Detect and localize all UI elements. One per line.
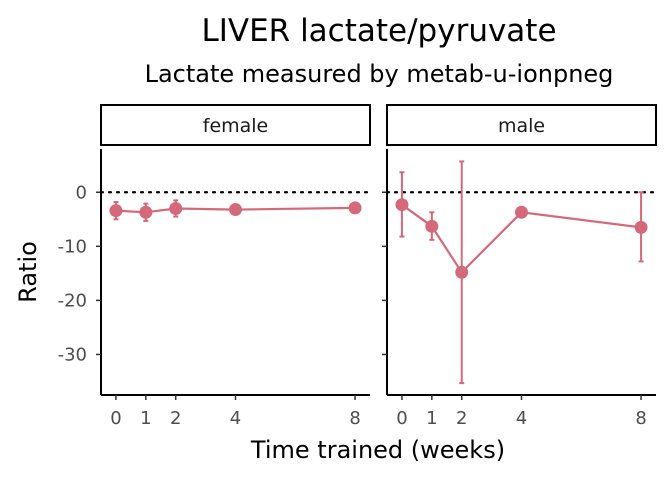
- x-tick-label-female: 8: [349, 408, 360, 429]
- x-tick-label-male: 2: [456, 408, 467, 429]
- data-point-male: [455, 265, 469, 279]
- x-tick-label-female: 0: [110, 408, 121, 429]
- x-tick-label-male: 1: [426, 408, 437, 429]
- data-point-male: [634, 220, 648, 234]
- data-point-female: [139, 205, 153, 219]
- data-point-male: [425, 219, 439, 233]
- y-tick-label: -20: [58, 290, 87, 311]
- x-tick-label-female: 2: [170, 408, 181, 429]
- x-tick-label-female: 4: [230, 408, 241, 429]
- x-tick-label-female: 1: [140, 408, 151, 429]
- x-tick-label-male: 4: [516, 408, 527, 429]
- panel-male: male 0 1 2 4 8: [382, 104, 658, 429]
- data-point-female: [229, 203, 242, 217]
- strip-label-male: male: [498, 115, 545, 137]
- data-point-female: [348, 201, 362, 215]
- y-tick-label: -10: [58, 236, 87, 257]
- x-tick-label-male: 0: [396, 408, 407, 429]
- strip-box-male: [386, 104, 657, 146]
- y-axis-title: Ratio: [14, 241, 42, 303]
- strip-label-female: female: [203, 115, 269, 137]
- data-point-female: [169, 201, 183, 215]
- chart-title: LIVER lactate/pyruvate: [201, 13, 556, 49]
- data-point-male: [395, 198, 409, 212]
- strip-box-female: [100, 104, 371, 146]
- data-point-female: [109, 204, 123, 218]
- chart-subtitle: Lactate measured by metab-u-ionpneg: [145, 60, 614, 88]
- y-tick-label: 0: [76, 182, 87, 203]
- x-axis-title: Time trained (weeks): [250, 436, 505, 464]
- y-tick-label: -30: [58, 344, 87, 365]
- data-point-male: [515, 205, 528, 219]
- x-tick-label-male: 8: [635, 408, 646, 429]
